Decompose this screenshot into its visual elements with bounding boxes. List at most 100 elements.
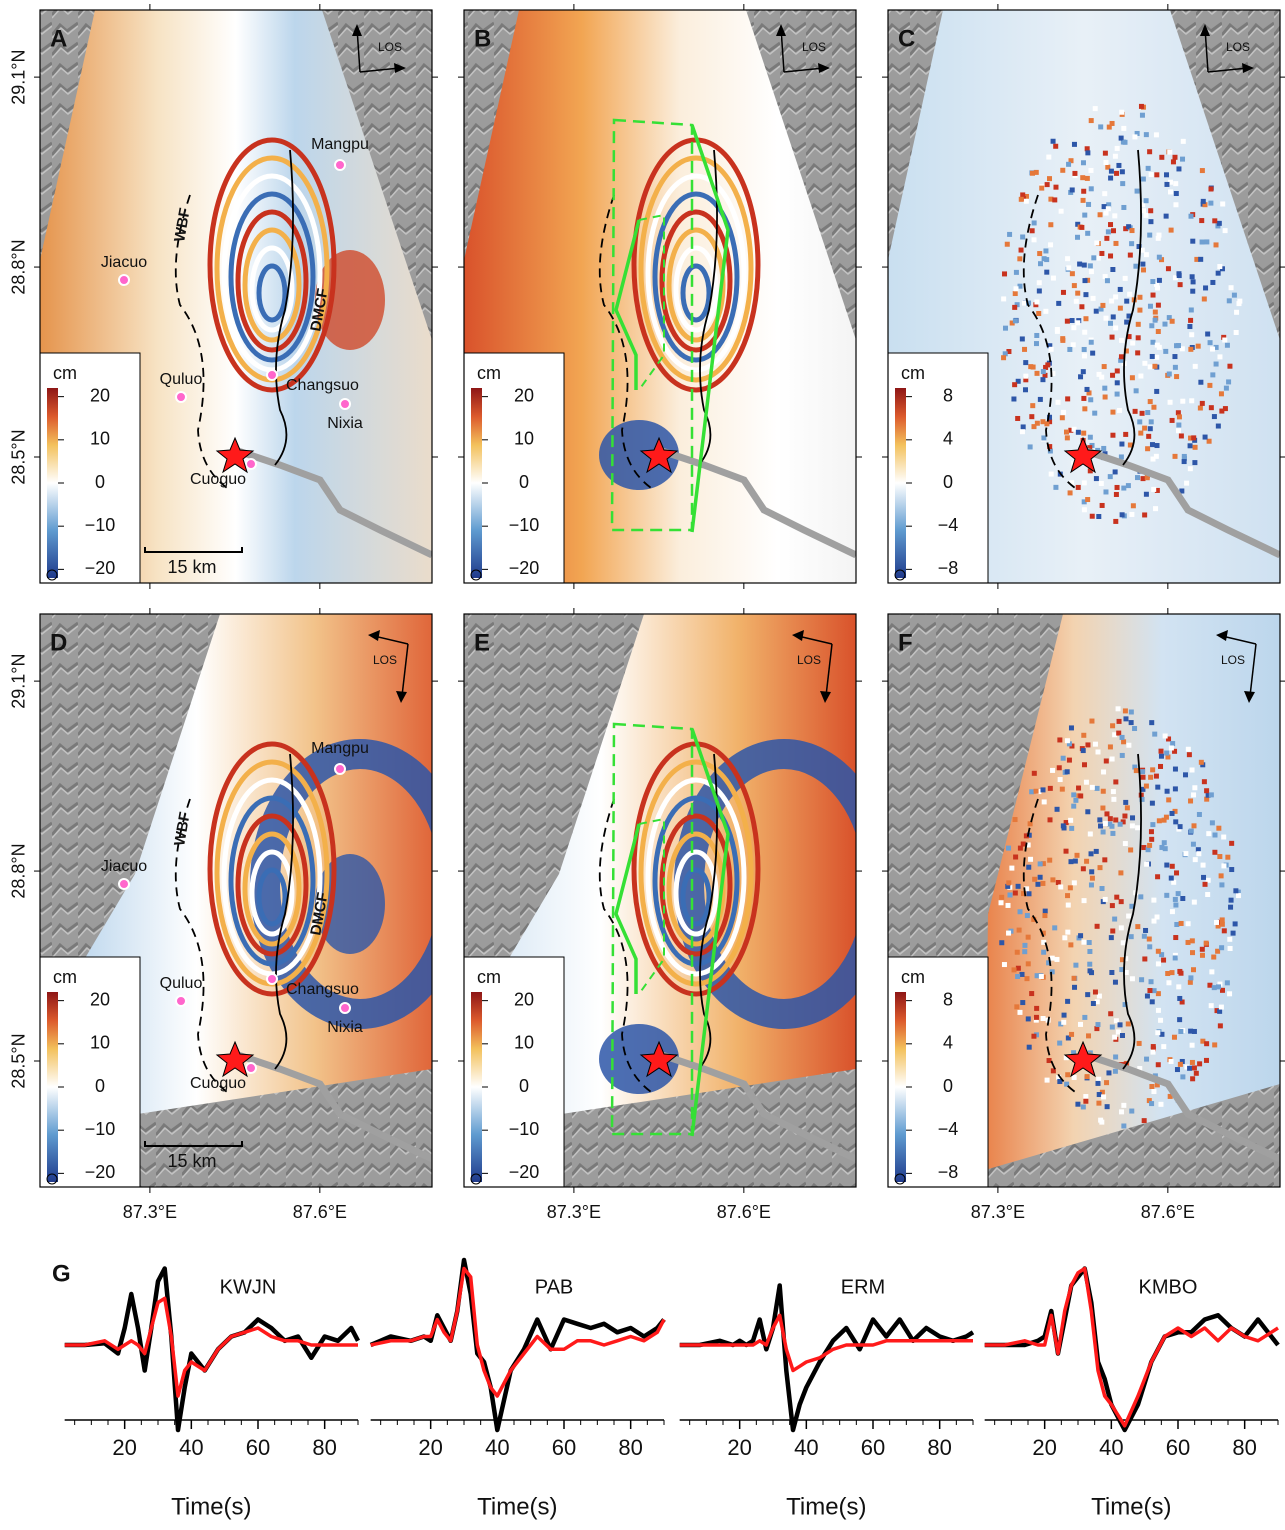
noise-pixel [1212,218,1218,224]
noise-pixel [1025,842,1031,848]
noise-pixel [1097,865,1103,871]
fringe [638,759,754,987]
noise-pixel [1090,1000,1096,1006]
noise-pixel [1060,289,1066,295]
noise-pixel [1112,1034,1118,1040]
colorbar-tick-label: −4 [938,515,959,535]
noise-pixel [1176,273,1182,279]
noise-pixel [1101,204,1107,210]
y-tick-label: 28.8°N [9,843,29,898]
arrow-head [1244,691,1255,703]
noise-pixel [1213,242,1219,248]
lake [1081,446,1280,559]
scale-bar [144,1141,243,1147]
noise-pixel [1075,320,1081,326]
fault-trace [598,798,655,1095]
noise-pixel [1121,125,1127,131]
noise-pixel [1085,150,1091,156]
noise-pixel [1221,834,1227,840]
noise-pixel [1108,222,1114,228]
noise-pixel [1090,350,1096,356]
station-name: ERM [841,1276,885,1298]
noise-pixel [1146,433,1152,439]
noise-pixel [1061,409,1067,415]
noise-pixel [1018,247,1024,253]
noise-pixel [1200,1038,1206,1044]
noise-pixel [1195,847,1201,853]
noise-pixel [1050,1068,1056,1074]
noise-pixel [1172,952,1178,958]
noise-pixel [1167,179,1173,185]
noise-pixel [1202,202,1208,208]
y-tick-label: 28.5°N [9,1033,29,1088]
noise-pixel [1204,239,1210,245]
noise-pixel [1123,226,1129,232]
noise-pixel [1190,841,1196,847]
noise-pixel [1189,767,1195,773]
noise-pixel [1204,788,1210,794]
noise-pixel [1061,1012,1067,1018]
noise-pixel [1227,945,1233,951]
deformation [599,739,856,1094]
noise-pixel [1084,858,1090,864]
noise-pixel [1177,824,1183,830]
noise-pixel [1126,224,1132,230]
noise-pixel [1119,752,1125,758]
noise-pixel [1022,346,1028,352]
noise-pixel [1140,476,1146,482]
noise-pixel [1047,448,1053,454]
noise-pixel [1119,337,1125,343]
noise-pixel [1150,767,1156,773]
lake [233,1050,432,1163]
noise-pixel [1117,821,1123,827]
noise-pixel [1147,399,1153,405]
scale-label: 15 km [167,1151,216,1171]
noise-pixel [1086,940,1092,946]
noise-pixel [1179,488,1185,494]
noise-pixel [1165,754,1171,760]
noise-pixel [1213,344,1219,350]
noise-pixel [1211,414,1217,420]
colorbar-tick-label: 20 [514,989,534,1009]
noise-pixel [1138,103,1144,109]
noise-pixel [1154,354,1160,360]
noise-pixel [1121,485,1127,491]
noise-pixel [1191,1065,1197,1071]
los-arrow [401,643,409,697]
noise-pixel [1148,979,1154,985]
noise-pixel [1064,435,1070,441]
noise-pixel [1031,424,1037,430]
noise-pixel [1038,261,1044,267]
los-label: LOS [378,40,402,54]
noise-pixel [1223,385,1229,391]
noise-pixel [1177,1017,1183,1023]
noise-pixel [1142,956,1148,962]
noise-pixel [1107,816,1113,822]
noise-pixel [1151,918,1157,924]
panel-label: D [50,629,67,656]
noise-pixel [1126,313,1132,319]
fault-trace [274,753,294,1070]
noise-pixel [1140,786,1146,792]
noise-pixel [1128,709,1134,715]
noise-pixel [1154,342,1160,348]
noise-pixel [1166,736,1172,742]
noise-pixel [1151,1089,1157,1095]
noise-pixel [1172,766,1178,772]
noise-pixel [1072,170,1078,176]
noise-pixel [1208,200,1214,206]
noise-pixel [1129,241,1135,247]
noise-pixel [1069,271,1075,277]
noise-pixel [1188,307,1194,313]
x-tick-label: 20 [727,1435,751,1460]
noise-pixel [1089,513,1095,519]
noise-pixel [1083,316,1089,322]
noise-pixel [1134,188,1140,194]
noise-pixel [1022,387,1028,393]
noise-pixel [1032,876,1038,882]
noise-pixel [1119,1033,1125,1039]
noise-pixel [1078,793,1084,799]
noise-pixel [1191,967,1197,973]
noise-pixel [1145,410,1151,416]
noise-pixel [1232,921,1238,927]
